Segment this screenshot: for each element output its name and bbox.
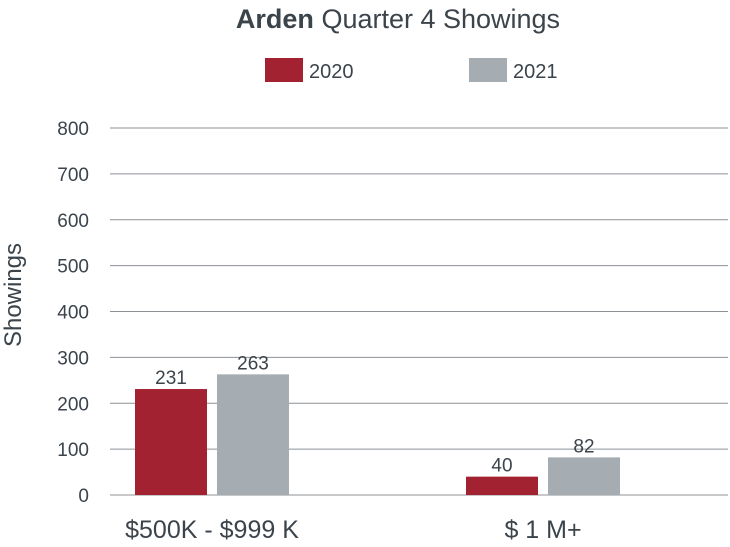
data-label: 231 — [155, 368, 187, 389]
chart-title-bold: Arden — [236, 4, 314, 34]
x-tick-labels: $500K - $999 K $ 1 M+ — [125, 516, 581, 544]
y-tick-label: 0 — [78, 486, 89, 507]
y-tick-label: 200 — [57, 394, 89, 415]
bar-2021-0 — [217, 374, 289, 495]
chart-title-rest: Quarter 4 Showings — [314, 4, 560, 34]
grid — [110, 127, 728, 496]
data-label: 40 — [491, 456, 512, 477]
data-label: 263 — [237, 353, 269, 374]
bar-2021-1 — [548, 457, 620, 495]
legend-swatch-2020 — [265, 58, 303, 82]
y-tick-label: 800 — [57, 119, 89, 140]
bar-2020-0 — [135, 389, 207, 495]
x-tick-label: $ 1 M+ — [504, 516, 581, 544]
data-labels: 231 263 40 82 — [155, 353, 594, 476]
y-tick-label: 300 — [57, 348, 89, 369]
y-tick-label: 400 — [57, 303, 89, 324]
y-tick-label: 100 — [57, 440, 89, 461]
x-tick-label: $500K - $999 K — [125, 516, 299, 544]
y-tick-label: 600 — [57, 211, 89, 232]
legend-swatch-2021 — [469, 58, 507, 82]
y-tick-label: 700 — [57, 165, 89, 186]
legend-label: 2020 — [309, 61, 354, 83]
data-label: 82 — [573, 436, 594, 457]
y-axis-label: Showings — [0, 243, 27, 347]
bar-2020-1 — [466, 476, 538, 495]
legend-label: 2021 — [513, 61, 558, 83]
y-tick-labels: 0 100 200 300 400 500 600 700 800 — [57, 119, 89, 507]
chart-title: Arden Quarter 4 Showings — [236, 4, 560, 34]
bars — [135, 374, 620, 495]
legend: 2020 2021 — [265, 58, 558, 83]
y-tick-label: 500 — [57, 257, 89, 278]
